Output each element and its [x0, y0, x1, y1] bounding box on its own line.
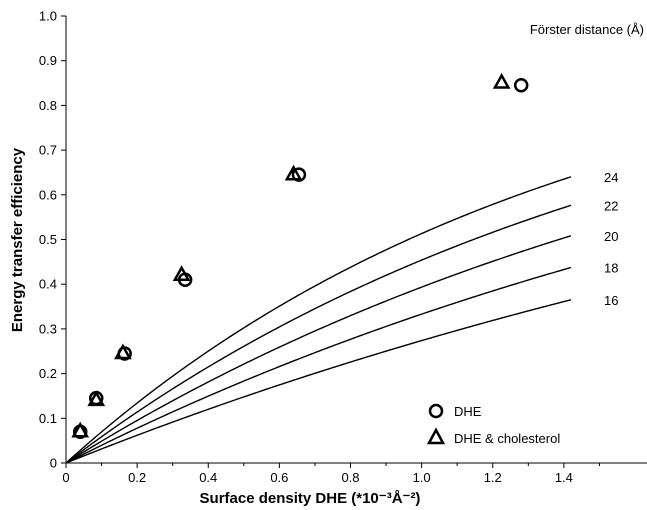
efficiency-curves [65, 176, 572, 464]
y-tick-label: 0.9 [39, 53, 57, 68]
curve-group-title: Förster distance (Å) [530, 22, 644, 37]
curve-r0-18 [65, 266, 572, 464]
point-dhe-cholesterol [114, 343, 132, 360]
point-dhe-cholesterol [71, 421, 90, 438]
y-tick-label: 0.2 [39, 366, 57, 381]
curve-label-18: 18 [604, 261, 618, 276]
point-dhe-cholesterol [172, 265, 191, 282]
legend-label-dhe-cholesterol: DHE & cholesterol [454, 431, 560, 446]
legend-triangle-marker [426, 427, 446, 445]
x-tick-label: 0.4 [199, 470, 217, 485]
x-tick-label: 1.0 [413, 470, 431, 485]
y-tick-label: 0.4 [39, 277, 57, 292]
y-tick-label: 0.7 [39, 143, 57, 158]
y-tick-label: 0.3 [39, 321, 57, 336]
x-tick-label: 1.4 [555, 470, 573, 485]
legend-circle-marker [428, 403, 444, 419]
x-tick-label: 1.2 [484, 470, 502, 485]
point-dhe [291, 167, 307, 182]
point-dhe [513, 78, 529, 93]
curve-r0-24 [65, 176, 572, 464]
y-tick-label: 1.0 [39, 9, 57, 24]
point-dhe-cholesterol [284, 164, 303, 181]
x-ticks: 0 0.2 0.4 0.6 0.8 1.0 1.2 1.4 [62, 463, 600, 485]
x-tick-label: 0.8 [341, 470, 359, 485]
y-tick-label: 0.8 [39, 98, 57, 113]
curve-r0-20 [65, 235, 572, 464]
point-dhe-cholesterol [87, 390, 106, 407]
y-tick-label: 0.5 [39, 232, 57, 247]
curve-labels: Förster distance (Å) 24 22 20 18 16 [530, 22, 644, 308]
y-axis-title: Energy transfer efficiency [9, 147, 26, 332]
curve-label-16: 16 [604, 293, 618, 308]
curve-r0-16 [65, 299, 572, 464]
curve-label-24: 24 [604, 170, 618, 185]
legend: DHE DHE & cholesterol [426, 403, 560, 446]
x-tick-label: 0.2 [128, 470, 146, 485]
y-tick-label: 0.6 [39, 187, 57, 202]
data-points [71, 73, 529, 439]
curve-label-20: 20 [604, 229, 618, 244]
legend-label-dhe: DHE [454, 404, 482, 419]
x-tick-label: 0 [62, 470, 69, 485]
x-tick-label: 0.6 [270, 470, 288, 485]
curve-label-22: 22 [604, 198, 618, 213]
y-tick-label: 0 [50, 456, 57, 471]
point-dhe-cholesterol [492, 73, 511, 89]
x-axis-title: Surface density DHE (*10⁻³Å⁻²) [200, 490, 421, 507]
curve-r0-22 [65, 204, 572, 464]
y-tick-label: 0.1 [39, 411, 57, 426]
y-ticks: 0 0.1 0.2 0.3 0.4 0.5 0.6 0.7 0.8 0.9 1.0 [39, 9, 66, 471]
